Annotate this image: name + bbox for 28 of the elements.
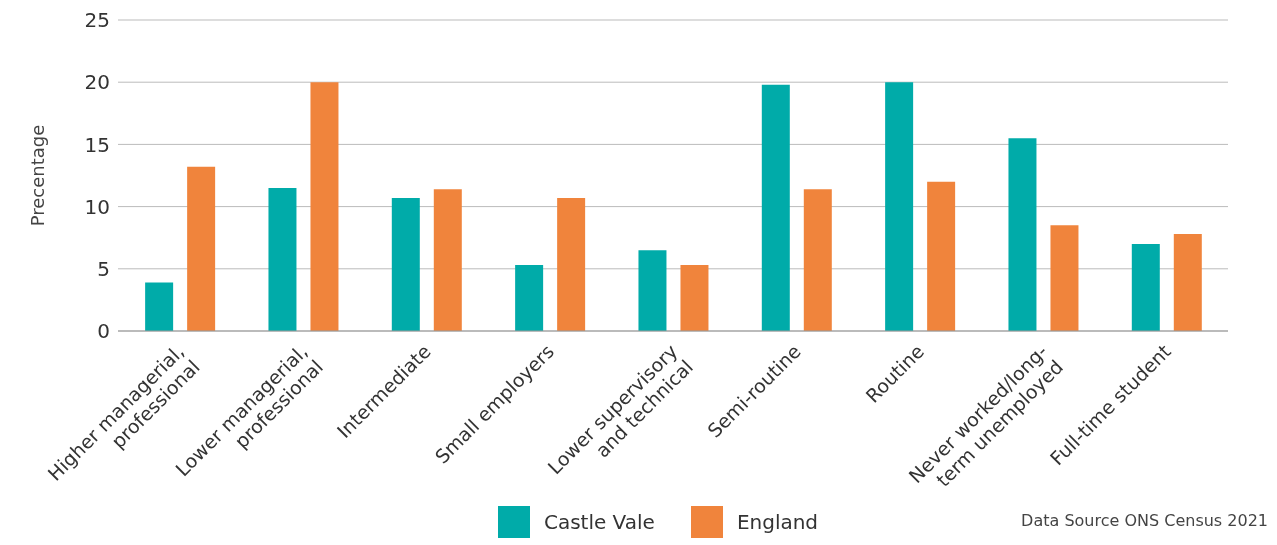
- y-axis-title: Precentage: [27, 124, 49, 227]
- bar: [310, 82, 339, 331]
- bar: [638, 250, 667, 331]
- y-tick-label: 0: [97, 319, 110, 344]
- y-tick-label: 15: [84, 132, 110, 157]
- bar: [268, 187, 297, 331]
- y-tick-label: 25: [84, 8, 110, 33]
- bar: [680, 265, 709, 331]
- bar: [515, 265, 544, 331]
- bar: [1008, 138, 1037, 331]
- legend-label: Castle Vale: [543, 510, 655, 534]
- bar: [145, 282, 174, 331]
- bar: [885, 82, 914, 331]
- source-note: Data Source ONS Census 2021: [1021, 511, 1268, 530]
- bar: [391, 197, 420, 331]
- bar: [1173, 233, 1202, 331]
- y-tick-label: 5: [97, 256, 110, 281]
- bar: [433, 189, 462, 331]
- y-tick-label: 10: [84, 194, 110, 219]
- bar: [927, 181, 956, 331]
- y-tick-label: 20: [84, 70, 110, 95]
- bar: [1131, 243, 1160, 331]
- bar: [761, 84, 790, 331]
- bar: [557, 197, 586, 331]
- bar: [187, 166, 216, 331]
- bar: [1050, 225, 1079, 331]
- bar: [803, 189, 832, 331]
- legend-label: England: [736, 510, 819, 534]
